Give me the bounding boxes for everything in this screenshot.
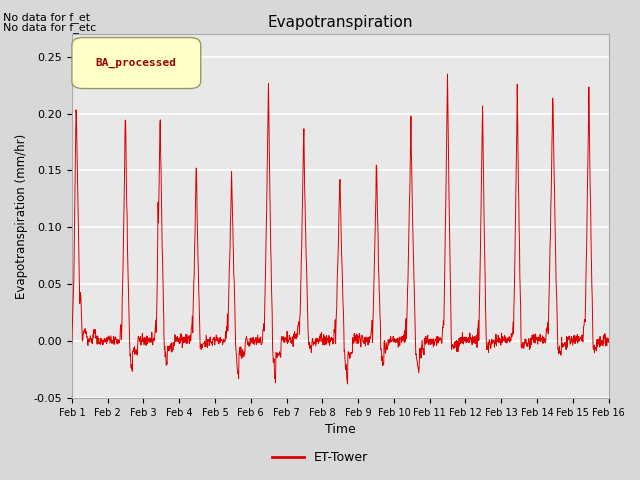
Legend: ET-Tower: ET-Tower	[268, 446, 372, 469]
Text: No data for f_et: No data for f_et	[3, 12, 90, 23]
FancyBboxPatch shape	[72, 37, 201, 88]
X-axis label: Time: Time	[325, 423, 356, 436]
Text: BA_processed: BA_processed	[96, 58, 177, 68]
Title: Evapotranspiration: Evapotranspiration	[268, 15, 413, 30]
Y-axis label: Evapotranspiration (mm/hr): Evapotranspiration (mm/hr)	[15, 133, 28, 299]
Text: No data for f_etc: No data for f_etc	[3, 22, 97, 33]
